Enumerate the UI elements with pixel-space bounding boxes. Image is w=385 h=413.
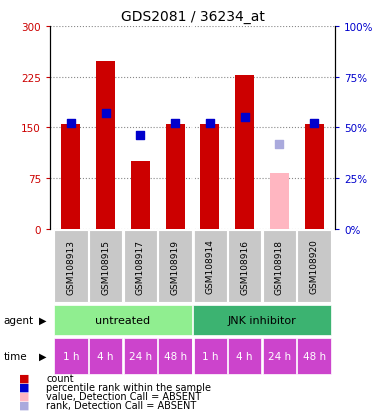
Text: agent: agent xyxy=(4,315,34,325)
Bar xyxy=(54,231,87,302)
Bar xyxy=(124,339,157,374)
Bar xyxy=(89,339,122,374)
Bar xyxy=(298,231,331,302)
Text: GSM108917: GSM108917 xyxy=(136,239,145,294)
Text: GSM108919: GSM108919 xyxy=(171,239,180,294)
Text: GSM108916: GSM108916 xyxy=(240,239,249,294)
Bar xyxy=(228,339,261,374)
Point xyxy=(102,111,109,117)
Bar xyxy=(193,305,331,335)
Text: GSM108918: GSM108918 xyxy=(275,239,284,294)
Bar xyxy=(124,231,157,302)
Bar xyxy=(235,76,254,229)
Text: ▶: ▶ xyxy=(38,351,46,361)
Bar xyxy=(159,339,192,374)
Point xyxy=(172,121,178,127)
Point xyxy=(207,121,213,127)
Text: GSM108915: GSM108915 xyxy=(101,239,110,294)
Text: ■: ■ xyxy=(19,373,30,383)
Bar xyxy=(131,162,150,229)
Text: ■: ■ xyxy=(19,382,30,392)
Text: 1 h: 1 h xyxy=(202,351,218,361)
Text: rank, Detection Call = ABSENT: rank, Detection Call = ABSENT xyxy=(46,400,196,410)
Bar xyxy=(89,231,122,302)
Text: value, Detection Call = ABSENT: value, Detection Call = ABSENT xyxy=(46,391,201,401)
Text: percentile rank within the sample: percentile rank within the sample xyxy=(46,382,211,392)
Bar xyxy=(193,231,226,302)
Bar xyxy=(200,125,219,229)
Bar xyxy=(159,231,192,302)
Bar xyxy=(61,125,80,229)
Text: 48 h: 48 h xyxy=(164,351,187,361)
Bar xyxy=(96,62,115,229)
Point xyxy=(68,121,74,127)
Text: 24 h: 24 h xyxy=(129,351,152,361)
Text: 24 h: 24 h xyxy=(268,351,291,361)
Bar xyxy=(166,125,185,229)
Bar xyxy=(193,339,226,374)
Bar xyxy=(54,339,87,374)
Bar xyxy=(263,231,296,302)
Text: 1 h: 1 h xyxy=(63,351,79,361)
Text: ▶: ▶ xyxy=(38,315,46,325)
Text: ■: ■ xyxy=(19,391,30,401)
Text: GSM108914: GSM108914 xyxy=(205,239,214,294)
Text: untreated: untreated xyxy=(95,315,151,325)
Bar xyxy=(298,339,331,374)
Text: 4 h: 4 h xyxy=(97,351,114,361)
Point xyxy=(241,114,248,121)
Point xyxy=(311,121,317,127)
Bar xyxy=(228,231,261,302)
Text: time: time xyxy=(4,351,27,361)
Bar xyxy=(270,174,289,229)
Bar xyxy=(54,305,192,335)
Text: ■: ■ xyxy=(19,400,30,410)
Text: GSM108920: GSM108920 xyxy=(310,239,319,294)
Point xyxy=(137,133,144,140)
Point xyxy=(276,141,283,147)
Text: GSM108913: GSM108913 xyxy=(66,239,75,294)
Bar xyxy=(305,125,324,229)
Text: 4 h: 4 h xyxy=(236,351,253,361)
Text: count: count xyxy=(46,373,74,383)
Bar xyxy=(263,339,296,374)
Text: 48 h: 48 h xyxy=(303,351,326,361)
Title: GDS2081 / 36234_at: GDS2081 / 36234_at xyxy=(121,10,264,24)
Text: JNK inhibitor: JNK inhibitor xyxy=(228,315,296,325)
